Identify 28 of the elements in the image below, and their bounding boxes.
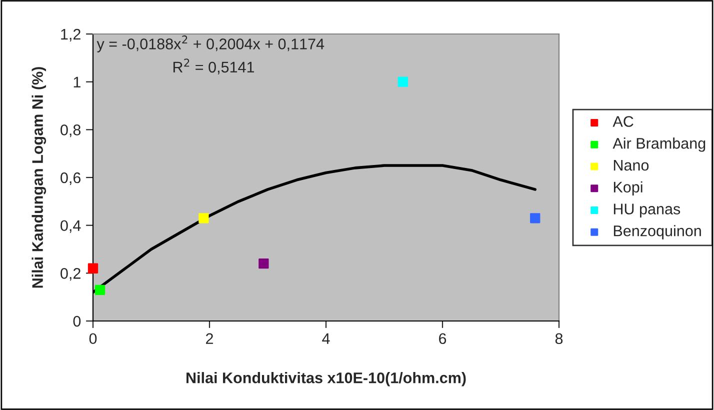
point bbox=[198, 213, 209, 224]
point bbox=[94, 284, 106, 295]
x-tick-label: 2 bbox=[206, 333, 213, 344]
y-tick-label: 0,8 bbox=[60, 124, 81, 138]
annotation: y = -0,0188x$^{2}$ + 0,2004x + 0,1174 bbox=[96, 35, 324, 52]
y-axis-title: Nilai Kandungan Logam Ni (%) bbox=[32, 67, 46, 288]
point bbox=[258, 258, 269, 269]
legend-label: Air Brambang bbox=[612, 138, 706, 152]
point bbox=[398, 76, 408, 87]
legend-label: AC bbox=[612, 116, 634, 127]
x-tick-label: 6 bbox=[439, 333, 446, 344]
x-tick-label: 8 bbox=[555, 333, 563, 344]
y-tick-label: 1 bbox=[74, 76, 80, 88]
x-tick-label: 0 bbox=[89, 333, 97, 344]
x-axis-title: Nilai Konduktivitas x10E-10(1/ohm.cm) bbox=[186, 372, 466, 386]
legend-label: HU panas bbox=[614, 204, 680, 218]
y-tick-label: 1,2 bbox=[61, 28, 80, 42]
y-tick-label: 0,4 bbox=[60, 220, 81, 233]
legend-label: Benzoquinon bbox=[614, 225, 701, 240]
x-tick-label: 4 bbox=[322, 333, 330, 344]
y-tick-label: 0,2 bbox=[60, 268, 80, 281]
point bbox=[530, 213, 540, 224]
legend-label: Nano bbox=[614, 160, 649, 171]
y-tick-label: 0 bbox=[73, 316, 81, 327]
y-tick-label: 0,6 bbox=[60, 172, 81, 185]
annotation: R$^{2}$ = 0,5141 bbox=[173, 58, 254, 74]
legend-label: Kopi bbox=[614, 181, 642, 196]
point bbox=[88, 263, 98, 274]
